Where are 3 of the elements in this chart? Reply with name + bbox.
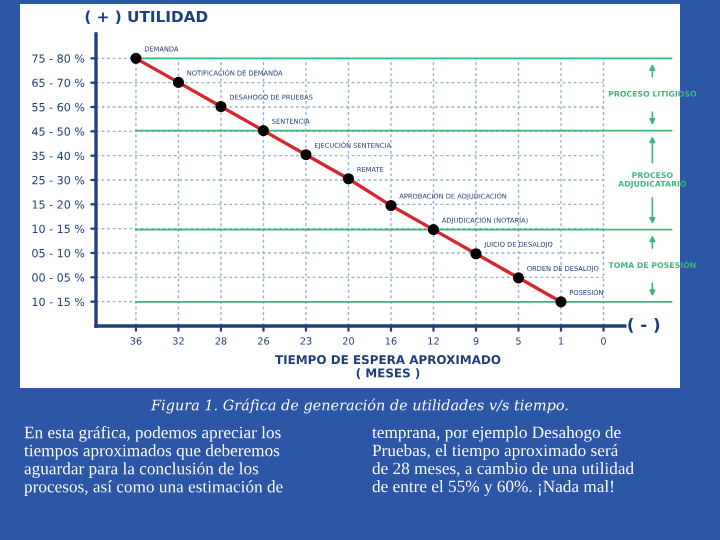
text: temprana, por ejemplo Desahogo de Pruebas, el tiempo aproximado será de 28 meses, a cambio de una utilidad de entre el 55% y 60%. ¡Nada mal!: [372, 426, 634, 496]
text: En esta gráfica, podemos apreciar los tiempos aproximados que deberemos aguardar para la conclusión de los procesos, así como una estimación de: [24, 426, 283, 496]
text: ( - ): [628, 317, 660, 333]
